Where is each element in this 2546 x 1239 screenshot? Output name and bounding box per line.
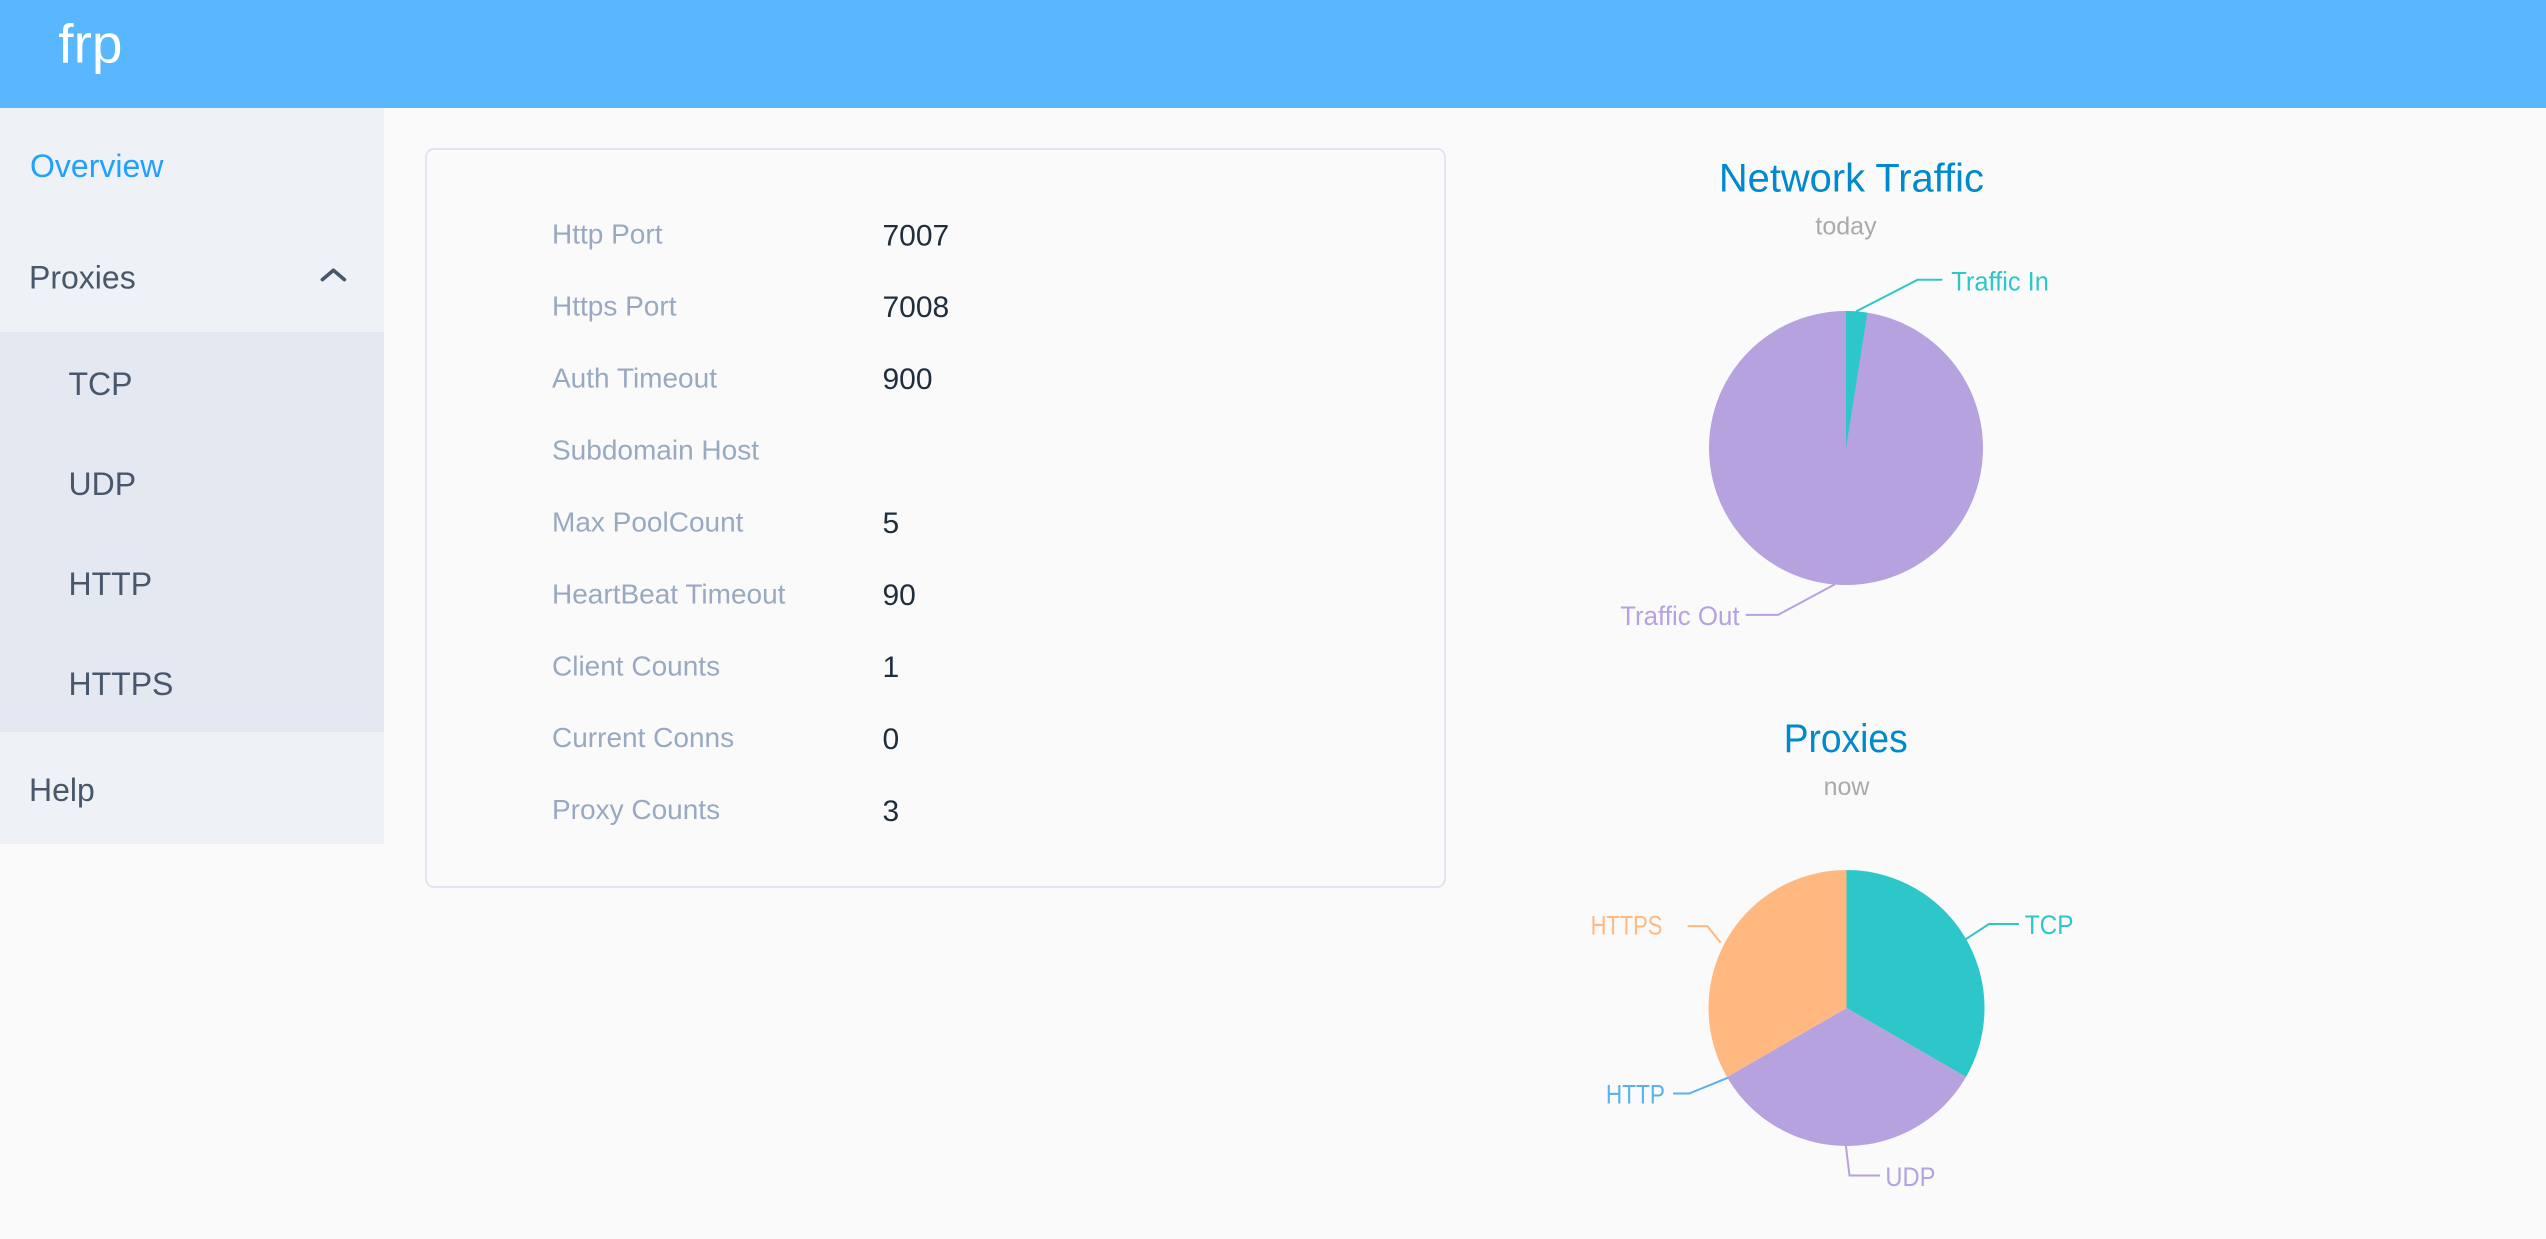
svg-text:900: 900 (883, 363, 933, 396)
svg-text:90: 90 (883, 579, 916, 612)
svg-text:now: now (1824, 773, 1871, 801)
svg-text:1: 1 (883, 651, 900, 684)
svg-text:Overview: Overview (30, 148, 164, 184)
svg-text:HTTPS: HTTPS (1591, 911, 1663, 941)
svg-text:UDP: UDP (69, 466, 137, 502)
svg-text:Auth Timeout: Auth Timeout (552, 363, 717, 394)
svg-text:0: 0 (883, 723, 900, 756)
svg-text:HeartBeat Timeout: HeartBeat Timeout (552, 578, 786, 609)
svg-text:7007: 7007 (883, 219, 950, 252)
svg-text:HTTPS: HTTPS (69, 666, 174, 702)
svg-text:Subdomain Host: Subdomain Host (552, 435, 759, 466)
svg-text:frp: frp (58, 13, 122, 75)
svg-text:HTTP: HTTP (1606, 1080, 1665, 1110)
svg-text:Max PoolCount: Max PoolCount (552, 506, 744, 537)
svg-text:Proxy Counts: Proxy Counts (552, 794, 720, 825)
svg-text:UDP: UDP (1885, 1162, 1935, 1192)
svg-text:Help: Help (29, 772, 95, 808)
svg-text:5: 5 (883, 507, 900, 540)
svg-text:today: today (1815, 213, 1877, 241)
svg-text:Https Port: Https Port (552, 291, 677, 322)
svg-text:TCP: TCP (69, 366, 133, 402)
svg-text:HTTP: HTTP (69, 566, 153, 602)
svg-text:Client Counts: Client Counts (552, 650, 720, 681)
svg-text:Proxies: Proxies (1784, 717, 1908, 761)
svg-text:Traffic In: Traffic In (1951, 266, 2049, 296)
svg-text:TCP: TCP (2025, 910, 2074, 940)
svg-text:Http Port: Http Port (552, 219, 663, 250)
svg-text:Current Conns: Current Conns (552, 722, 734, 753)
svg-text:7008: 7008 (883, 291, 950, 324)
svg-text:Proxies: Proxies (29, 260, 136, 296)
svg-text:Network Traffic: Network Traffic (1719, 156, 1984, 200)
svg-text:3: 3 (883, 795, 900, 828)
svg-text:Traffic Out: Traffic Out (1620, 601, 1740, 631)
